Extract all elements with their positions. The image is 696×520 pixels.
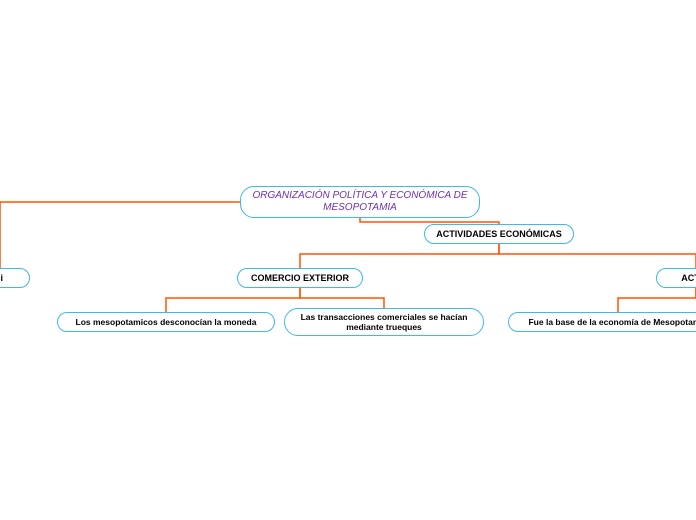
node-base-econ-label: Fue la base de la economía de Mesopotami… (528, 317, 696, 327)
node-activ-right-label: ACTIVI (681, 273, 696, 284)
node-patesi-label: patesi (0, 273, 3, 284)
node-actividades-economicas: ACTIVIDADES ECONÓMICAS (424, 224, 574, 244)
node-base-economia: Fue la base de la economía de Mesopotami… (508, 312, 696, 332)
node-trueques-label: Las transacciones comerciales se hacían … (295, 312, 473, 332)
node-trueques: Las transacciones comerciales se hacían … (284, 308, 484, 336)
node-comercio-label: COMERCIO EXTERIOR (251, 273, 349, 284)
connector-layer (0, 0, 696, 520)
node-root: ORGANIZACIÓN POLÍTICA Y ECONÓMICA DE MES… (240, 186, 480, 218)
node-moneda-label: Los mesopotamicos desconocían la moneda (76, 317, 257, 327)
node-patesi: patesi (0, 268, 30, 288)
node-activ-right: ACTIVI (656, 268, 696, 288)
node-act-econ-label: ACTIVIDADES ECONÓMICAS (436, 229, 562, 240)
node-root-label: ORGANIZACIÓN POLÍTICA Y ECONÓMICA DE MES… (251, 190, 469, 214)
node-moneda: Los mesopotamicos desconocían la moneda (57, 312, 275, 332)
node-comercio-exterior: COMERCIO EXTERIOR (237, 268, 363, 288)
